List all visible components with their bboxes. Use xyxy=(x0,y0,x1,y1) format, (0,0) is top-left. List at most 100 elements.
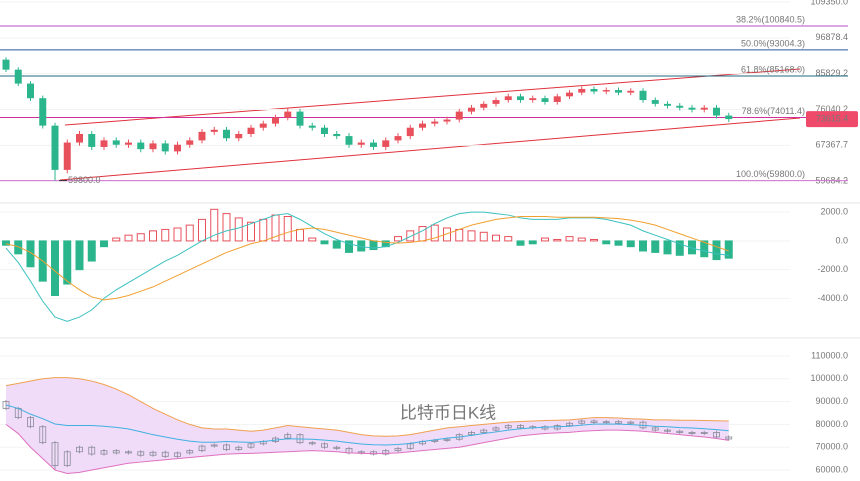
band-line xyxy=(5,424,729,474)
macd-bar xyxy=(651,240,660,253)
price-tag-label: 73615.4 xyxy=(816,113,849,123)
candle-body xyxy=(725,115,733,120)
macd-bar xyxy=(467,230,476,242)
macd-bar xyxy=(26,240,35,268)
candle-body xyxy=(431,121,439,124)
y-tick-label: 70000.0 xyxy=(815,442,848,452)
mini-body xyxy=(2,401,10,409)
macd-bar xyxy=(198,218,206,242)
mini-body xyxy=(112,450,120,454)
y-tick-label: 0.0 xyxy=(835,235,848,245)
mini-body xyxy=(198,445,206,452)
candle-body xyxy=(394,136,402,141)
macd-bar xyxy=(675,240,684,256)
macd-bar xyxy=(75,240,84,271)
macd-bar xyxy=(516,240,525,246)
candle-body xyxy=(247,127,255,134)
macd-bar xyxy=(724,240,733,259)
candle-body xyxy=(125,142,132,145)
mini-body xyxy=(468,431,475,436)
macd-bar xyxy=(553,238,562,242)
candle-body xyxy=(39,98,47,126)
mini-body xyxy=(713,431,720,438)
macd-bar xyxy=(234,217,243,242)
macd-line xyxy=(5,211,729,322)
mini-body xyxy=(39,426,47,444)
mini-body xyxy=(186,450,194,454)
macd-bar xyxy=(136,233,145,242)
candle-body xyxy=(137,142,145,150)
macd-bar xyxy=(528,240,537,245)
band-line xyxy=(5,377,729,437)
level-label: 100.0%(59800.0) xyxy=(736,169,805,179)
candle-body xyxy=(517,96,524,101)
y-tick-label: 80000.0 xyxy=(815,419,848,429)
mini-body xyxy=(174,452,181,457)
candle-body xyxy=(639,90,647,101)
candle-body xyxy=(406,127,414,137)
macd-bar xyxy=(149,230,157,242)
macd-bar xyxy=(185,224,194,242)
mini-body xyxy=(627,421,635,424)
candle-body xyxy=(455,111,463,120)
level-label: 50.0%(93004.3) xyxy=(741,38,805,48)
macd-bar xyxy=(259,218,268,242)
candle-body xyxy=(602,90,610,92)
candle-body xyxy=(186,140,194,145)
macd-bar xyxy=(479,231,488,242)
trend-line xyxy=(59,117,801,181)
candle-body xyxy=(700,107,708,110)
mini-body xyxy=(676,430,684,433)
mini-body xyxy=(76,446,83,453)
y-tick-label: 60000.0 xyxy=(815,464,848,474)
macd-bar xyxy=(112,237,121,242)
macd-bar xyxy=(504,236,513,242)
macd-bar xyxy=(639,240,647,252)
candle-body xyxy=(210,129,218,132)
candle-body xyxy=(382,140,390,147)
candle-body xyxy=(370,142,377,147)
y-tick-label: 90000.0 xyxy=(815,396,848,406)
macd-bar xyxy=(406,230,415,242)
mini-body xyxy=(480,429,488,433)
candle-body xyxy=(468,107,475,112)
y-tick-label: 110000.0 xyxy=(811,350,848,360)
candle-body xyxy=(308,125,316,128)
candle-body xyxy=(76,133,83,143)
mini-body xyxy=(504,425,512,429)
mini-body xyxy=(308,442,316,445)
candle-body xyxy=(198,131,206,141)
mini-body xyxy=(137,451,145,456)
macd-bar xyxy=(332,240,341,249)
macd-bar xyxy=(394,236,402,242)
mini-body xyxy=(590,420,598,423)
candle-body xyxy=(578,88,586,93)
mini-body xyxy=(149,451,157,456)
candle-body xyxy=(664,103,671,106)
macd-bar xyxy=(124,234,133,242)
macd-bar xyxy=(247,221,255,242)
macd-bar xyxy=(541,237,549,242)
macd-bar xyxy=(712,240,721,261)
candle-body xyxy=(333,133,341,137)
mini-body xyxy=(100,450,108,455)
macd-bar xyxy=(161,228,170,242)
mini-body xyxy=(651,427,659,431)
band-line xyxy=(5,404,729,446)
candle-body xyxy=(296,111,304,126)
candle-body xyxy=(51,125,59,170)
macd-bar xyxy=(418,226,427,242)
candle-body xyxy=(676,105,684,108)
mini-body xyxy=(566,422,573,426)
candle-body xyxy=(63,142,71,170)
candle-body xyxy=(615,90,622,93)
candle-body xyxy=(272,117,279,124)
macd-line xyxy=(5,215,729,301)
mini-body xyxy=(382,450,390,455)
trend-line xyxy=(64,68,801,126)
macd-bar xyxy=(308,237,317,242)
candle-body xyxy=(480,103,488,108)
mini-body xyxy=(700,431,708,434)
